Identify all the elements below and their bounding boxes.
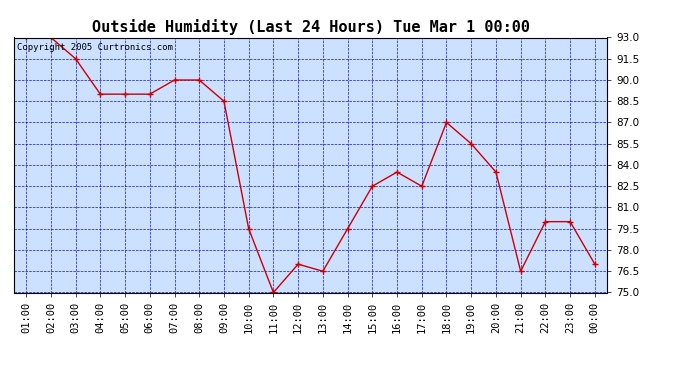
- Title: Outside Humidity (Last 24 Hours) Tue Mar 1 00:00: Outside Humidity (Last 24 Hours) Tue Mar…: [92, 19, 529, 35]
- Text: Copyright 2005 Curtronics.com: Copyright 2005 Curtronics.com: [17, 43, 172, 52]
